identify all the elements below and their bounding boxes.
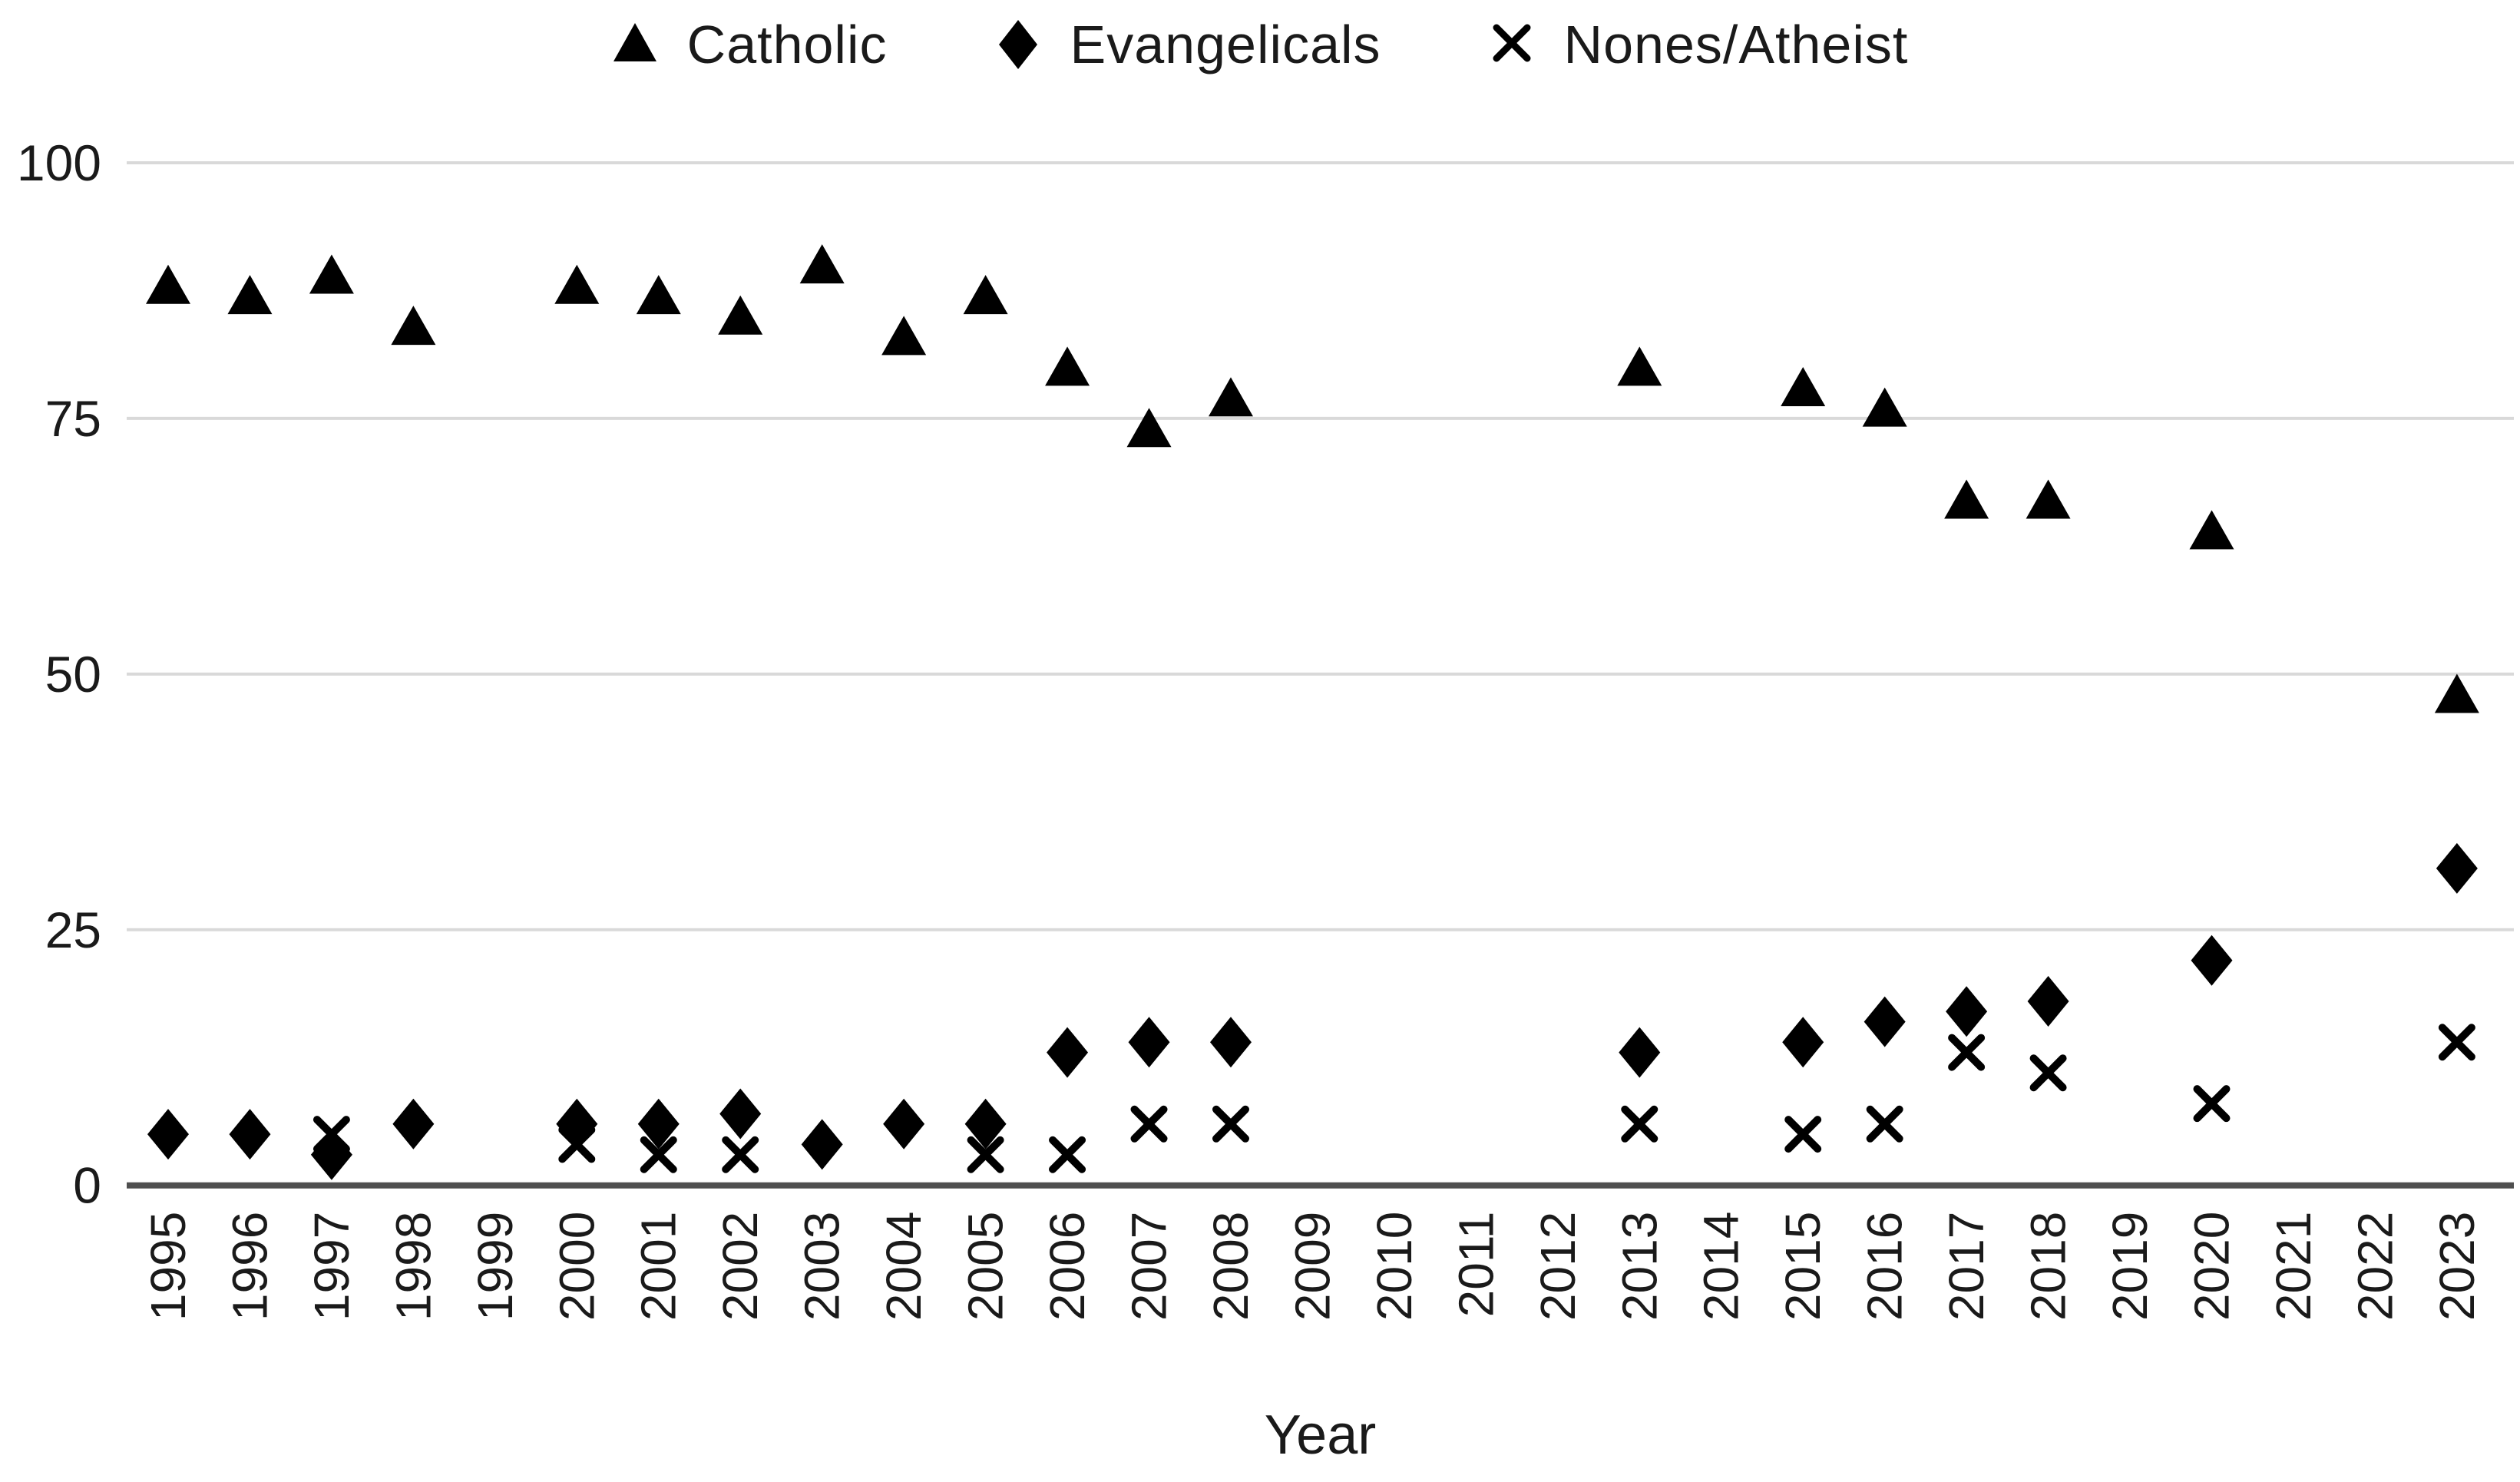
x-tick-label-2018: 2018 <box>2021 1212 2076 1321</box>
x-tick-label-2008: 2008 <box>1203 1212 1258 1321</box>
nones-atheist-marker-2007 <box>1130 1105 1168 1143</box>
evangelicals-marker-2016 <box>1864 996 1906 1047</box>
evangelicals-marker-2017 <box>1946 986 1988 1037</box>
x-tick-label-2023: 2023 <box>2429 1212 2485 1321</box>
nones-atheist-marker-2017 <box>1948 1034 1986 1071</box>
catholic-marker-2016 <box>1862 387 1907 427</box>
y-tick-label-100: 100 <box>17 134 101 191</box>
catholic-marker-2023 <box>2434 673 2479 713</box>
catholic-marker-2018 <box>2026 479 2071 519</box>
x-tick-label-2005: 2005 <box>958 1212 1014 1321</box>
catholic-marker-1995 <box>146 264 190 304</box>
evangelicals-marker-2004 <box>883 1098 925 1150</box>
x-tick-label-2015: 2015 <box>1775 1212 1830 1321</box>
evangelicals-marker-2005 <box>964 1098 1007 1150</box>
x-tick-label-2022: 2022 <box>2347 1212 2403 1321</box>
evangelicals-marker-1998 <box>392 1098 435 1150</box>
catholic-marker-2006 <box>1045 346 1090 386</box>
catholic-marker-1997 <box>309 254 354 294</box>
x-tick-label-2013: 2013 <box>1612 1212 1667 1321</box>
catholic-marker-1998 <box>391 306 436 346</box>
evangelicals-marker-2013 <box>1619 1027 1661 1078</box>
nones-atheist-marker-2023 <box>2438 1024 2475 1061</box>
evangelicals-marker-2023 <box>2436 842 2478 894</box>
nones-atheist-marker-2000 <box>558 1126 596 1163</box>
x-tick-label-2011: 2011 <box>1448 1212 1503 1318</box>
catholic-marker-1996 <box>227 275 273 315</box>
x-tick-label-2003: 2003 <box>795 1212 850 1321</box>
catholic-marker-2001 <box>636 275 681 315</box>
catholic-marker-2004 <box>881 316 927 356</box>
evangelicals-marker-2006 <box>1047 1027 1089 1078</box>
x-tick-label-2002: 2002 <box>713 1212 768 1321</box>
evangelicals-marker-2018 <box>2027 975 2069 1027</box>
y-tick-label-75: 75 <box>45 390 101 447</box>
nones-atheist-marker-2005 <box>967 1136 1004 1173</box>
nones-atheist-marker-2018 <box>2029 1054 2067 1092</box>
x-tick-label-2016: 2016 <box>1857 1212 1913 1321</box>
catholic-marker-2002 <box>718 295 763 335</box>
x-tick-label-2006: 2006 <box>1040 1212 1095 1321</box>
nones-atheist-marker-2013 <box>1621 1105 1659 1143</box>
evangelicals-marker-2003 <box>801 1119 843 1170</box>
x-tick-label-1999: 1999 <box>468 1212 523 1321</box>
nones-atheist-marker-2001 <box>640 1136 677 1173</box>
x-axis-title: Year <box>1264 1404 1377 1466</box>
x-tick-label-2012: 2012 <box>1530 1212 1586 1321</box>
x-tick-label-2021: 2021 <box>2266 1212 2321 1321</box>
catholic-marker-2003 <box>799 244 845 284</box>
nones-atheist-marker-1997 <box>313 1116 350 1153</box>
catholic-marker-2020 <box>2189 510 2234 550</box>
catholic-marker-2015 <box>1781 366 1826 406</box>
x-tick-label-2020: 2020 <box>2184 1212 2240 1321</box>
nones-atheist-marker-2020 <box>2193 1085 2231 1123</box>
y-tick-label-0: 0 <box>73 1157 101 1214</box>
x-tick-label-2019: 2019 <box>2102 1212 2158 1321</box>
evangelicals-marker-2001 <box>637 1098 680 1150</box>
x-tick-label-2000: 2000 <box>549 1212 604 1321</box>
catholic-marker-2013 <box>1617 346 1662 386</box>
evangelicals-marker-1995 <box>147 1109 189 1160</box>
nones-atheist-marker-2002 <box>722 1136 759 1173</box>
evangelicals-marker-2015 <box>1782 1017 1824 1068</box>
catholic-marker-2007 <box>1126 408 1172 448</box>
catholic-marker-2000 <box>554 264 600 304</box>
nones-atheist-marker-2008 <box>1212 1105 1249 1143</box>
catholic-marker-2017 <box>1944 479 1989 519</box>
x-tick-label-2014: 2014 <box>1694 1212 1749 1321</box>
nones-atheist-marker-2015 <box>1784 1116 1822 1153</box>
y-tick-label-25: 25 <box>45 901 101 958</box>
catholic-marker-2005 <box>963 275 1008 315</box>
evangelicals-marker-2008 <box>1209 1017 1252 1068</box>
x-tick-label-1995: 1995 <box>141 1212 196 1321</box>
x-tick-label-2004: 2004 <box>876 1212 931 1321</box>
evangelicals-marker-2020 <box>2191 935 2233 986</box>
x-tick-label-1996: 1996 <box>222 1212 277 1321</box>
x-tick-label-2001: 2001 <box>631 1212 686 1321</box>
nones-atheist-marker-2006 <box>1049 1136 1086 1173</box>
nones-atheist-marker-2016 <box>1866 1105 1903 1143</box>
x-tick-label-1997: 1997 <box>304 1212 359 1321</box>
x-tick-label-1998: 1998 <box>385 1212 441 1321</box>
evangelicals-marker-1996 <box>229 1109 271 1160</box>
x-tick-label-2007: 2007 <box>1122 1212 1177 1321</box>
catholic-marker-2008 <box>1208 377 1253 417</box>
x-tick-label-2010: 2010 <box>1367 1212 1422 1321</box>
y-tick-label-50: 50 <box>45 646 101 703</box>
evangelicals-marker-2002 <box>719 1088 762 1140</box>
evangelicals-marker-2007 <box>1128 1017 1170 1068</box>
x-tick-label-2009: 2009 <box>1285 1212 1340 1321</box>
x-tick-label-2017: 2017 <box>1939 1212 1994 1321</box>
